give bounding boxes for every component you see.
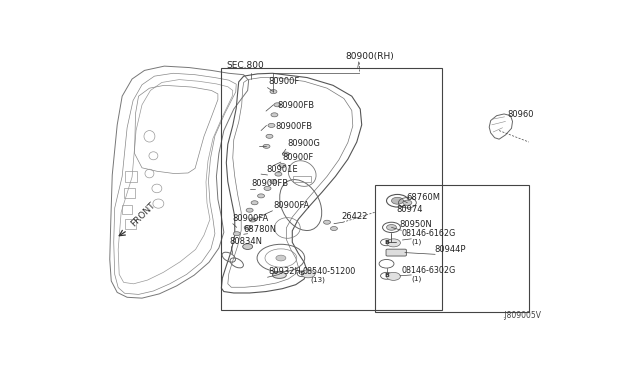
Text: 80900G: 80900G: [287, 140, 320, 148]
Bar: [125, 218, 136, 230]
Circle shape: [324, 220, 330, 224]
Circle shape: [387, 225, 396, 230]
Text: 80900F: 80900F: [269, 77, 300, 86]
Ellipse shape: [273, 272, 286, 278]
Circle shape: [282, 152, 289, 156]
Text: 80932H: 80932H: [269, 267, 301, 276]
Text: (1): (1): [412, 275, 422, 282]
Circle shape: [246, 208, 253, 212]
Circle shape: [274, 103, 281, 107]
Text: 80900FB: 80900FB: [277, 101, 314, 110]
Text: 80900FB: 80900FB: [251, 179, 288, 189]
Bar: [125, 171, 137, 182]
Text: B: B: [384, 240, 389, 245]
Circle shape: [270, 90, 277, 94]
Text: FRONT: FRONT: [129, 201, 157, 228]
Circle shape: [243, 244, 253, 250]
Bar: [375, 185, 529, 312]
Text: (1): (1): [412, 238, 422, 244]
Text: 08146-6162G: 08146-6162G: [401, 229, 456, 238]
Text: 26422: 26422: [342, 212, 368, 221]
Text: 80900F: 80900F: [282, 153, 314, 161]
Text: 80834N: 80834N: [230, 237, 263, 246]
Text: 80900FA: 80900FA: [233, 214, 269, 223]
Bar: [122, 205, 132, 214]
Text: SEC.800: SEC.800: [227, 61, 264, 70]
Circle shape: [279, 164, 286, 167]
Circle shape: [276, 255, 286, 261]
Circle shape: [270, 180, 277, 183]
Circle shape: [301, 270, 315, 278]
Circle shape: [263, 144, 270, 148]
Circle shape: [275, 172, 282, 176]
Text: 80900FB: 80900FB: [275, 122, 312, 131]
Circle shape: [233, 232, 240, 236]
Text: 80960: 80960: [508, 110, 534, 119]
Text: 08540-51200: 08540-51200: [302, 267, 355, 276]
Circle shape: [403, 200, 412, 205]
Text: (13): (13): [310, 276, 326, 283]
Text: 80900(RH): 80900(RH): [346, 52, 394, 61]
Circle shape: [264, 186, 271, 190]
Circle shape: [271, 113, 278, 117]
Circle shape: [257, 194, 264, 198]
Bar: [221, 68, 442, 310]
Circle shape: [266, 134, 273, 138]
Circle shape: [387, 272, 401, 280]
Text: S: S: [300, 271, 305, 276]
Circle shape: [387, 239, 401, 247]
Text: 80944P: 80944P: [434, 245, 466, 254]
Text: B: B: [384, 273, 389, 278]
Text: 68760M: 68760M: [406, 193, 440, 202]
Circle shape: [392, 197, 403, 204]
Text: .J809005V: .J809005V: [502, 311, 541, 320]
Bar: [124, 188, 134, 198]
Text: 80900FA: 80900FA: [273, 201, 310, 210]
Bar: [293, 176, 310, 182]
Circle shape: [244, 225, 251, 230]
Circle shape: [330, 227, 337, 231]
Text: 68780N: 68780N: [244, 225, 277, 234]
Text: 80974: 80974: [396, 205, 423, 214]
Text: 80901E: 80901E: [266, 165, 298, 174]
Circle shape: [251, 201, 258, 205]
Circle shape: [249, 218, 256, 222]
Circle shape: [268, 124, 275, 128]
Text: 08146-6302G: 08146-6302G: [401, 266, 456, 275]
FancyBboxPatch shape: [386, 249, 406, 256]
Text: 80950N: 80950N: [399, 220, 431, 230]
